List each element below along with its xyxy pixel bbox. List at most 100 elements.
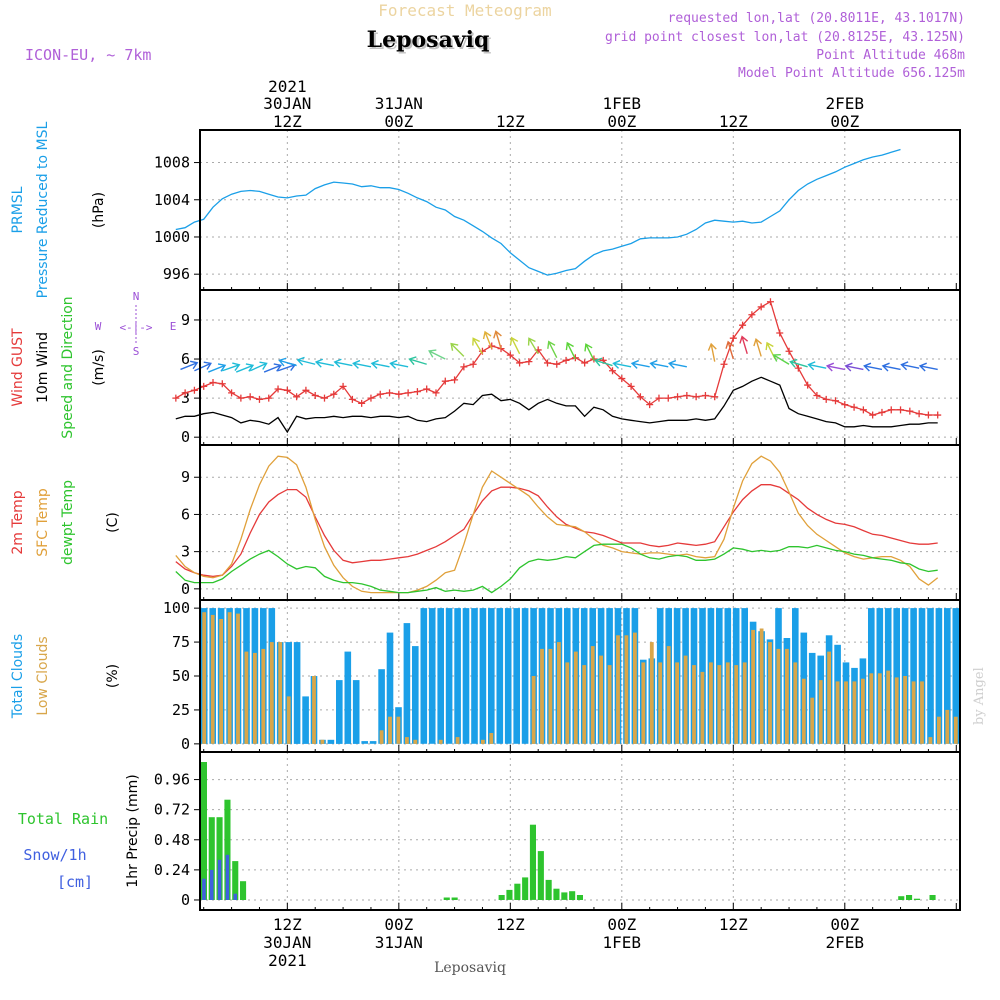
gust-marker xyxy=(395,390,403,398)
bar-low xyxy=(675,662,679,744)
wind-arrow xyxy=(263,363,282,373)
wind-arrow xyxy=(352,359,372,369)
series-line-wind xyxy=(175,376,938,434)
bar-total xyxy=(910,608,917,744)
gust-marker xyxy=(404,389,412,397)
bar-low xyxy=(894,677,899,744)
y-tick-label: 0.72 xyxy=(154,801,190,819)
bar-low xyxy=(717,665,722,744)
bar-low xyxy=(312,676,316,744)
gust-marker xyxy=(832,397,840,405)
bottom-time-label-date: 31JAN xyxy=(375,933,423,952)
series-line-2m xyxy=(175,484,938,578)
panel-clouds: 0 25 50 75 100 Total Clouds Low Clouds (%) xyxy=(10,599,961,753)
gust-marker xyxy=(358,399,366,407)
gust-marker xyxy=(190,386,198,394)
wind-arrow xyxy=(208,363,227,373)
bar-low xyxy=(911,681,916,744)
bar-low xyxy=(396,716,401,744)
bar-rain xyxy=(553,888,560,900)
bar-low xyxy=(658,662,663,744)
wind-arrow xyxy=(844,362,864,372)
wind-arrow xyxy=(667,359,687,369)
bar-total xyxy=(386,632,394,744)
panel-frame xyxy=(199,751,961,911)
gust-marker xyxy=(293,393,301,401)
y-axis-label: 2m Temp xyxy=(10,490,26,554)
panel-frame xyxy=(199,444,961,601)
bar-low xyxy=(557,642,561,744)
gust-marker xyxy=(646,401,654,409)
gust-marker xyxy=(766,298,774,306)
y-tick-label: 100 xyxy=(163,599,190,617)
gust-marker xyxy=(200,382,208,390)
wind-arrow xyxy=(918,362,938,372)
legend-snow-unit: [cm] xyxy=(57,873,93,891)
series-line-pressure xyxy=(175,148,901,276)
wind-arrow xyxy=(900,361,920,371)
footer-location: Leposaviq xyxy=(434,960,506,976)
bar-low xyxy=(793,662,798,744)
bar-total xyxy=(293,642,301,744)
gust-marker xyxy=(423,385,431,393)
y-axis-label: SFC Temp xyxy=(35,488,51,557)
bar-snow xyxy=(233,893,237,900)
bar-low xyxy=(810,697,815,744)
gust-marker xyxy=(543,359,551,367)
bottom-time-label-date: 30JAN xyxy=(263,933,311,952)
y-tick-label: 1004 xyxy=(154,191,190,209)
y-tick-label: 75 xyxy=(172,633,190,651)
bar-low xyxy=(709,662,713,744)
bar-low xyxy=(759,628,764,744)
panel-frame xyxy=(199,129,961,291)
bar-low xyxy=(388,716,392,744)
bar-snow xyxy=(225,854,230,900)
y-axis-unit: 1hr Precip (mm) xyxy=(125,774,141,887)
bar-rain xyxy=(545,879,552,900)
bar-low xyxy=(683,655,688,744)
bar-low xyxy=(928,737,933,744)
wind-arrow xyxy=(547,340,558,359)
wind-arrow xyxy=(428,349,446,360)
bar-low xyxy=(253,652,257,744)
bar-low xyxy=(565,662,570,744)
wind-arrow xyxy=(472,337,484,355)
top-time-label-hour: 12Z xyxy=(496,112,525,131)
gust-marker xyxy=(181,389,189,397)
gust-marker xyxy=(897,406,905,414)
bar-rain xyxy=(514,883,521,900)
bar-low xyxy=(641,662,646,744)
top-time-label-date: 30JAN xyxy=(263,94,311,113)
bar-low xyxy=(624,635,629,744)
legend-snow: Snow/1h xyxy=(23,846,86,864)
gust-marker xyxy=(711,393,719,401)
bar-low xyxy=(413,739,418,744)
y-tick-label: 9 xyxy=(181,311,190,329)
bar-low xyxy=(548,648,553,744)
y-tick-label: 9 xyxy=(181,468,190,486)
wind-arrow xyxy=(180,360,199,371)
bar-rain xyxy=(576,895,583,900)
y-axis-label: Pressure Reduced to MSL xyxy=(35,121,51,298)
gust-marker xyxy=(683,392,691,400)
bar-snow xyxy=(217,859,222,900)
bar-low xyxy=(590,646,595,744)
bar-low xyxy=(633,632,637,744)
wind-arrow xyxy=(509,336,521,355)
y-tick-label: 996 xyxy=(163,265,190,283)
bar-low xyxy=(801,678,806,744)
bar-rain xyxy=(216,817,223,900)
bar-total xyxy=(521,608,529,744)
gust-marker xyxy=(172,394,180,402)
y-tick-label: 0 xyxy=(181,580,190,598)
gust-marker xyxy=(692,393,700,401)
gust-marker xyxy=(915,410,923,418)
top-time-label-hour: 00Z xyxy=(384,112,413,131)
gust-marker xyxy=(664,394,672,402)
bar-total xyxy=(454,608,461,744)
y-axis-label: dewpt Temp xyxy=(60,480,76,565)
y-tick-label: 6 xyxy=(181,350,190,368)
panel-frame xyxy=(199,289,961,446)
gust-marker xyxy=(330,390,338,398)
y-tick-label: 0 xyxy=(181,428,190,446)
